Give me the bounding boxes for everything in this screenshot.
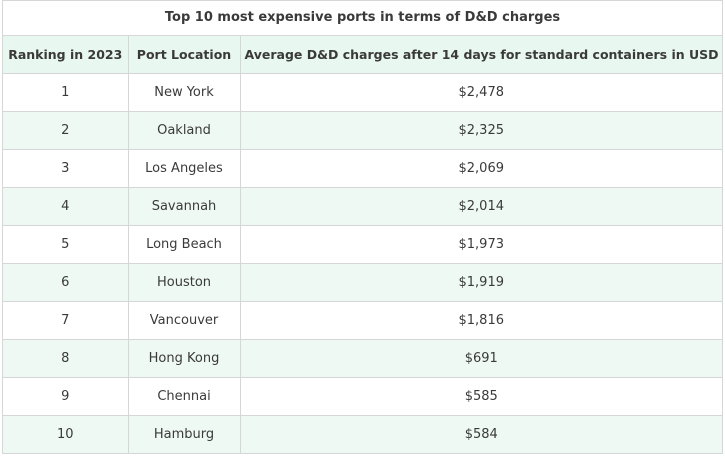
- port-location-cell: Houston: [128, 263, 241, 302]
- table-row: 2 Oakland $2,325: [3, 111, 722, 150]
- table-row: 6 Houston $1,919: [3, 263, 722, 302]
- rank-cell: 10: [3, 415, 129, 453]
- port-location-cell: New York: [128, 73, 241, 112]
- charge-cell: $691: [240, 339, 722, 378]
- port-location-cell: Vancouver: [128, 301, 241, 340]
- table-row: 1 New York $2,478: [3, 73, 722, 112]
- header-port-location: Port Location: [128, 36, 241, 74]
- rank-cell: 7: [3, 301, 129, 340]
- charge-cell: $1,919: [240, 263, 722, 302]
- rank-cell: 4: [3, 187, 129, 226]
- table-row: 4 Savannah $2,014: [3, 187, 722, 226]
- charge-cell: $585: [240, 377, 722, 416]
- charge-cell: $584: [240, 415, 722, 453]
- port-location-cell: Hamburg: [128, 415, 241, 453]
- port-location-cell: Chennai: [128, 377, 241, 416]
- charge-cell: $2,069: [240, 149, 722, 188]
- table-row: 10 Hamburg $584: [3, 415, 722, 453]
- table-header-row: Ranking in 2023 Port Location Average D&…: [3, 36, 722, 74]
- ports-table: Ranking in 2023 Port Location Average D&…: [3, 36, 722, 453]
- table-body: 1 New York $2,478 2 Oakland $2,325 3 Los Angele…: [3, 73, 722, 453]
- rank-cell: 9: [3, 377, 129, 416]
- port-location-cell: Savannah: [128, 187, 241, 226]
- rank-cell: 6: [3, 263, 129, 302]
- rank-cell: 2: [3, 111, 129, 150]
- table-row: 8 Hong Kong $691: [3, 339, 722, 378]
- charge-cell: $2,014: [240, 187, 722, 226]
- port-location-cell: Long Beach: [128, 225, 241, 264]
- port-location-cell: Hong Kong: [128, 339, 241, 378]
- table-row: 5 Long Beach $1,973: [3, 225, 722, 264]
- rank-cell: 5: [3, 225, 129, 264]
- table-row: 9 Chennai $585: [3, 377, 722, 416]
- charge-cell: $2,478: [240, 73, 722, 112]
- table-row: 7 Vancouver $1,816: [3, 301, 722, 340]
- port-location-cell: Los Angeles: [128, 149, 241, 188]
- rank-cell: 8: [3, 339, 129, 378]
- header-average-charges: Average D&D charges after 14 days for st…: [240, 36, 722, 74]
- rank-cell: 1: [3, 73, 129, 112]
- table-row: 3 Los Angeles $2,069: [3, 149, 722, 188]
- charge-cell: $1,973: [240, 225, 722, 264]
- rank-cell: 3: [3, 149, 129, 188]
- table-title: Top 10 most expensive ports in terms of …: [3, 1, 722, 36]
- port-location-cell: Oakland: [128, 111, 241, 150]
- charge-cell: $2,325: [240, 111, 722, 150]
- header-ranking: Ranking in 2023: [3, 36, 129, 74]
- charge-cell: $1,816: [240, 301, 722, 340]
